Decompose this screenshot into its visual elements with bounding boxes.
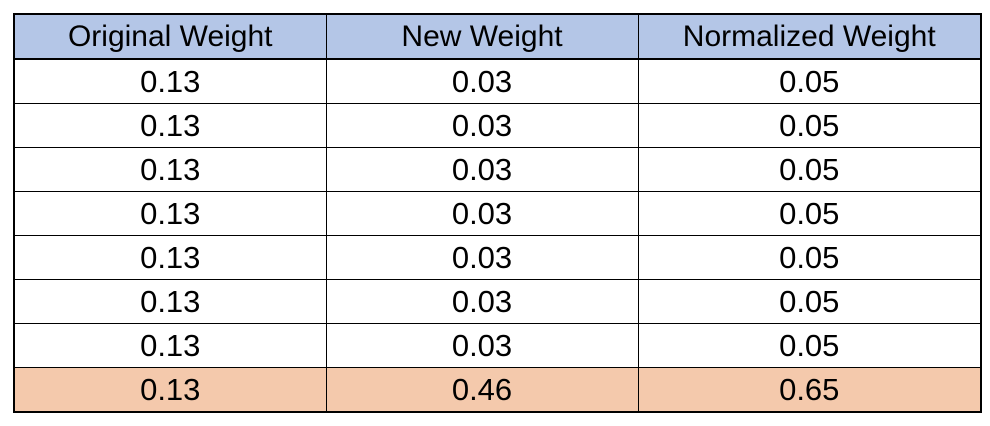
table-row: 0.13 0.03 0.05 bbox=[13, 147, 982, 192]
column-header-normalized-weight: Normalized Weight bbox=[637, 13, 982, 60]
cell-normalized-weight: 0.05 bbox=[637, 323, 982, 368]
table-row: 0.13 0.03 0.05 bbox=[13, 58, 982, 104]
table-row: 0.13 0.03 0.05 bbox=[13, 323, 982, 368]
cell-original-weight: 0.13 bbox=[13, 367, 327, 413]
cell-original-weight: 0.13 bbox=[13, 147, 327, 192]
cell-new-weight: 0.03 bbox=[325, 103, 639, 148]
cell-original-weight: 0.13 bbox=[13, 235, 327, 280]
cell-normalized-weight: 0.05 bbox=[637, 58, 982, 104]
highlighted-table-row: 0.13 0.46 0.65 bbox=[13, 367, 982, 413]
cell-normalized-weight: 0.05 bbox=[637, 147, 982, 192]
cell-new-weight: 0.03 bbox=[325, 279, 639, 324]
cell-new-weight: 0.03 bbox=[325, 191, 639, 236]
table-row: 0.13 0.03 0.05 bbox=[13, 103, 982, 148]
cell-original-weight: 0.13 bbox=[13, 191, 327, 236]
column-header-new-weight: New Weight bbox=[325, 13, 639, 60]
column-header-original-weight: Original Weight bbox=[13, 13, 327, 60]
cell-normalized-weight: 0.05 bbox=[637, 103, 982, 148]
cell-original-weight: 0.13 bbox=[13, 103, 327, 148]
cell-normalized-weight: 0.65 bbox=[637, 367, 982, 413]
table-header-row: Original Weight New Weight Normalized We… bbox=[13, 13, 982, 60]
cell-new-weight: 0.46 bbox=[325, 367, 639, 413]
table-row: 0.13 0.03 0.05 bbox=[13, 191, 982, 236]
cell-new-weight: 0.03 bbox=[325, 323, 639, 368]
table-row: 0.13 0.03 0.05 bbox=[13, 235, 982, 280]
cell-original-weight: 0.13 bbox=[13, 58, 327, 104]
weights-table-container: Original Weight New Weight Normalized We… bbox=[13, 13, 982, 413]
cell-normalized-weight: 0.05 bbox=[637, 191, 982, 236]
cell-new-weight: 0.03 bbox=[325, 147, 639, 192]
cell-original-weight: 0.13 bbox=[13, 279, 327, 324]
cell-normalized-weight: 0.05 bbox=[637, 235, 982, 280]
table-row: 0.13 0.03 0.05 bbox=[13, 279, 982, 324]
weights-table: Original Weight New Weight Normalized We… bbox=[13, 13, 982, 413]
cell-new-weight: 0.03 bbox=[325, 235, 639, 280]
cell-normalized-weight: 0.05 bbox=[637, 279, 982, 324]
cell-new-weight: 0.03 bbox=[325, 58, 639, 104]
cell-original-weight: 0.13 bbox=[13, 323, 327, 368]
